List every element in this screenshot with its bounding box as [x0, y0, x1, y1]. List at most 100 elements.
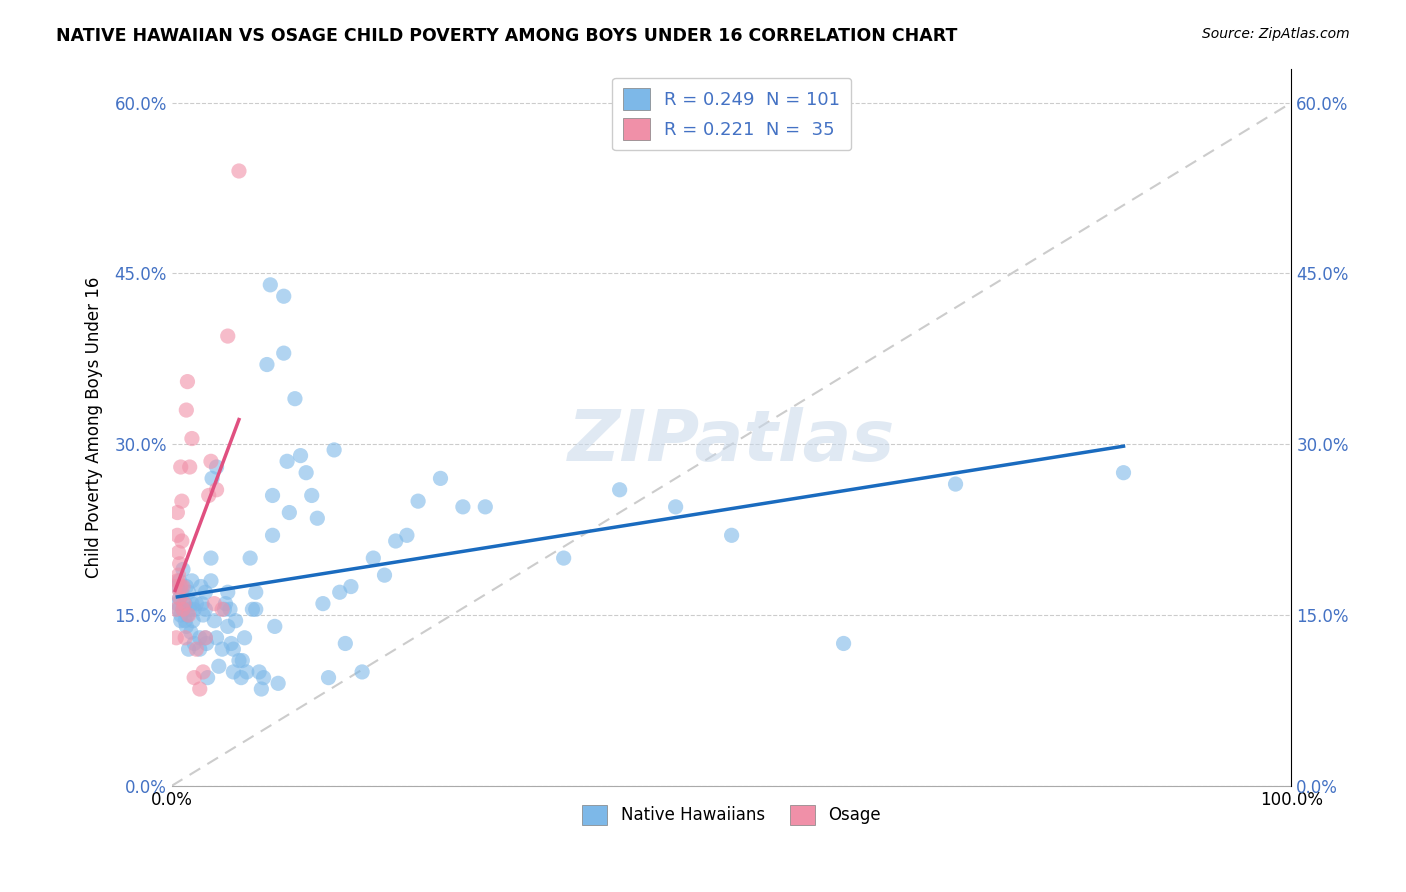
Native Hawaiians	[176, 607, 198, 622]
Osage	[202, 597, 225, 611]
Native Hawaiians	[201, 471, 224, 485]
Osage	[228, 164, 250, 178]
Native Hawaiians	[195, 636, 218, 650]
Native Hawaiians	[259, 277, 281, 292]
Osage	[169, 557, 191, 571]
Native Hawaiians	[301, 488, 323, 502]
Osage	[211, 602, 233, 616]
Native Hawaiians	[194, 602, 217, 616]
Osage	[191, 665, 214, 679]
Native Hawaiians	[167, 602, 190, 616]
Native Hawaiians	[262, 488, 284, 502]
Native Hawaiians	[174, 597, 197, 611]
Native Hawaiians	[190, 580, 212, 594]
Native Hawaiians	[170, 614, 193, 628]
Native Hawaiians	[451, 500, 474, 514]
Native Hawaiians	[236, 665, 259, 679]
Native Hawaiians	[172, 602, 194, 616]
Native Hawaiians	[174, 614, 197, 628]
Osage	[166, 506, 188, 520]
Native Hawaiians	[340, 580, 363, 594]
Native Hawaiians	[217, 585, 239, 599]
Native Hawaiians	[177, 642, 200, 657]
Native Hawaiians	[169, 591, 191, 605]
Native Hawaiians	[665, 500, 688, 514]
Native Hawaiians	[231, 671, 253, 685]
Native Hawaiians	[176, 580, 198, 594]
Native Hawaiians	[406, 494, 429, 508]
Native Hawaiians	[200, 551, 222, 566]
Native Hawaiians	[832, 636, 855, 650]
Osage	[173, 597, 195, 611]
Native Hawaiians	[208, 659, 231, 673]
Osage	[167, 568, 190, 582]
Osage	[174, 631, 197, 645]
Native Hawaiians	[211, 642, 233, 657]
Native Hawaiians	[181, 574, 204, 588]
Native Hawaiians	[267, 676, 290, 690]
Osage	[172, 580, 194, 594]
Native Hawaiians	[262, 528, 284, 542]
Native Hawaiians	[205, 460, 228, 475]
Native Hawaiians	[205, 631, 228, 645]
Native Hawaiians	[169, 574, 191, 588]
Native Hawaiians	[247, 665, 270, 679]
Native Hawaiians	[276, 454, 298, 468]
Native Hawaiians	[197, 671, 219, 685]
Osage	[183, 671, 205, 685]
Osage	[217, 329, 239, 343]
Native Hawaiians	[273, 346, 295, 360]
Native Hawaiians	[295, 466, 318, 480]
Osage	[197, 488, 219, 502]
Osage	[167, 545, 190, 559]
Text: ZIPatlas: ZIPatlas	[568, 407, 896, 476]
Native Hawaiians	[284, 392, 307, 406]
Native Hawaiians	[373, 568, 395, 582]
Native Hawaiians	[242, 602, 264, 616]
Osage	[176, 375, 198, 389]
Legend: Native Hawaiians, Osage: Native Hawaiians, Osage	[572, 795, 891, 835]
Native Hawaiians	[194, 631, 217, 645]
Native Hawaiians	[329, 585, 352, 599]
Native Hawaiians	[945, 477, 967, 491]
Native Hawaiians	[239, 551, 262, 566]
Native Hawaiians	[263, 619, 285, 633]
Native Hawaiians	[188, 642, 211, 657]
Osage	[177, 607, 200, 622]
Native Hawaiians	[307, 511, 329, 525]
Osage	[170, 460, 193, 475]
Native Hawaiians	[179, 602, 201, 616]
Osage	[170, 494, 193, 508]
Text: NATIVE HAWAIIAN VS OSAGE CHILD POVERTY AMONG BOYS UNDER 16 CORRELATION CHART: NATIVE HAWAIIAN VS OSAGE CHILD POVERTY A…	[56, 27, 957, 45]
Osage	[166, 574, 188, 588]
Osage	[205, 483, 228, 497]
Osage	[176, 403, 198, 417]
Native Hawaiians	[181, 597, 204, 611]
Osage	[166, 528, 188, 542]
Native Hawaiians	[720, 528, 742, 542]
Native Hawaiians	[252, 671, 274, 685]
Native Hawaiians	[553, 551, 575, 566]
Native Hawaiians	[191, 597, 214, 611]
Native Hawaiians	[214, 597, 236, 611]
Native Hawaiians	[166, 580, 188, 594]
Native Hawaiians	[318, 671, 340, 685]
Osage	[165, 602, 187, 616]
Native Hawaiians	[228, 654, 250, 668]
Osage	[169, 591, 191, 605]
Native Hawaiians	[250, 681, 273, 696]
Native Hawaiians	[183, 602, 205, 616]
Osage	[186, 642, 208, 657]
Native Hawaiians	[181, 614, 204, 628]
Native Hawaiians	[217, 619, 239, 633]
Native Hawaiians	[429, 471, 451, 485]
Native Hawaiians	[384, 534, 406, 549]
Native Hawaiians	[312, 597, 335, 611]
Native Hawaiians	[219, 602, 242, 616]
Native Hawaiians	[335, 636, 357, 650]
Native Hawaiians	[395, 528, 418, 542]
Native Hawaiians	[233, 631, 256, 645]
Native Hawaiians	[186, 597, 208, 611]
Native Hawaiians	[323, 442, 346, 457]
Native Hawaiians	[202, 614, 225, 628]
